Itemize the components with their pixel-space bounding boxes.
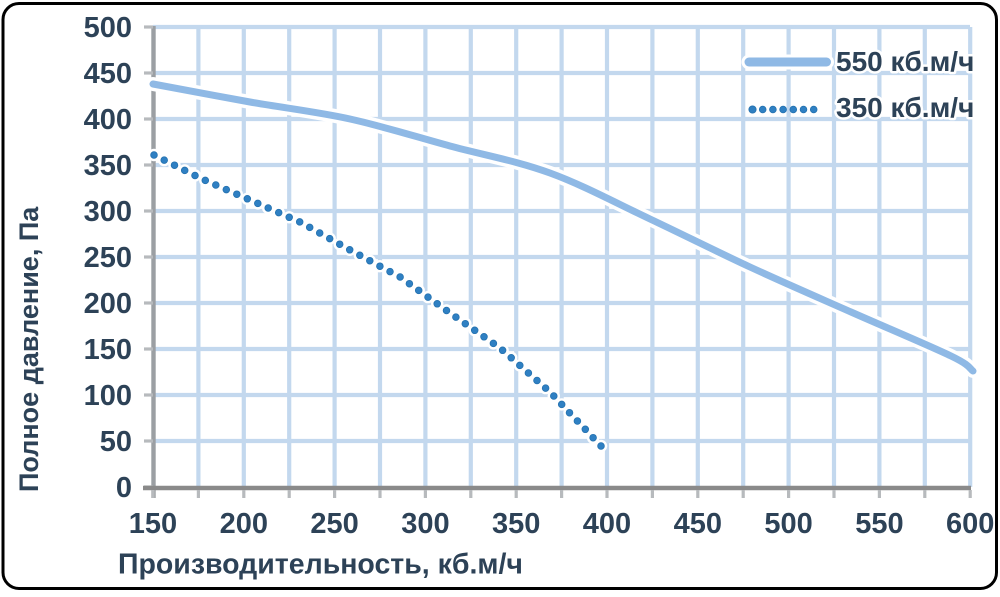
svg-text:300: 300 [401,508,449,540]
svg-text:400: 400 [84,104,132,136]
svg-text:500: 500 [764,508,812,540]
svg-text:550: 550 [855,508,903,540]
svg-text:300: 300 [84,196,132,228]
svg-text:400: 400 [583,508,631,540]
svg-text:250: 250 [310,508,358,540]
svg-text:350 кб.м/ч: 350 кб.м/ч [836,92,974,123]
svg-text:150: 150 [84,334,132,366]
svg-text:0: 0 [116,472,132,504]
svg-text:450: 450 [84,58,132,90]
svg-text:200: 200 [84,288,132,320]
svg-text:600: 600 [946,508,994,540]
svg-text:150: 150 [129,508,177,540]
svg-text:500: 500 [84,12,132,44]
svg-text:350: 350 [84,150,132,182]
svg-text:Полное давление, Па: Полное давление, Па [14,206,44,492]
svg-text:Производительность, кб.м/ч: Производительность, кб.м/ч [118,549,523,581]
svg-text:350: 350 [492,508,540,540]
svg-text:450: 450 [674,508,722,540]
svg-text:200: 200 [220,508,268,540]
svg-text:250: 250 [84,242,132,274]
svg-text:100: 100 [84,380,132,412]
svg-text:50: 50 [100,426,132,458]
svg-text:550 кб.м/ч: 550 кб.м/ч [836,46,974,77]
